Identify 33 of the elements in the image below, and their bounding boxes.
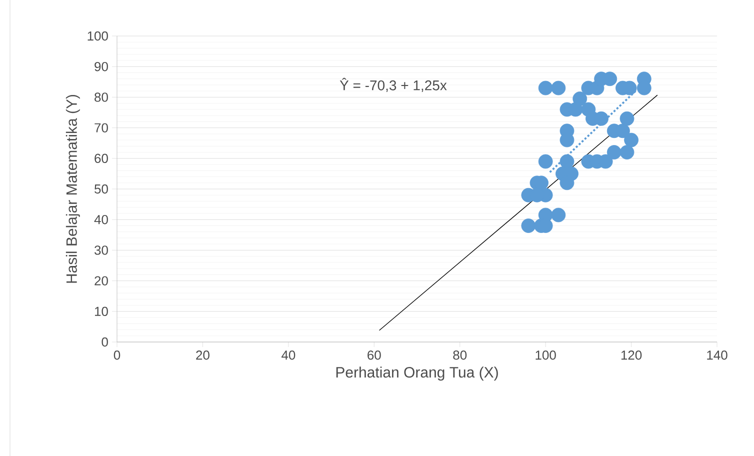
y-tick-label: 60 — [94, 154, 108, 163]
y-tick-label: 20 — [94, 276, 108, 286]
y-tick-label: 40 — [94, 214, 108, 224]
y-tick-label: 80 — [94, 92, 108, 102]
point — [538, 154, 553, 169]
x-tick-label: 140 — [707, 350, 728, 360]
y-tick-label: 70 — [94, 123, 108, 132]
point — [620, 111, 634, 126]
y-tick-label: 0 — [102, 337, 108, 347]
y-tick-label: 10 — [95, 306, 108, 316]
x-tick-label: 20 — [196, 350, 210, 360]
y-tick-label: 50 — [94, 184, 108, 194]
point — [521, 218, 536, 233]
point — [620, 145, 634, 160]
annotation: Ŷ = -70,3 + 1,25x — [340, 78, 447, 92]
y-tick-label: 100 — [88, 31, 108, 41]
point — [551, 80, 566, 96]
x-axis-title: Perhatian Orang Tua (X) — [336, 366, 498, 381]
point — [538, 80, 553, 96]
x-tick-label: 0 — [114, 350, 120, 360]
x-tick-label: 100 — [536, 350, 556, 360]
x-tick-label: 120 — [621, 350, 642, 360]
x-tick-label: 60 — [368, 350, 381, 360]
point — [560, 154, 574, 169]
x-tick-label: 40 — [282, 350, 296, 360]
point — [572, 92, 588, 106]
point — [551, 208, 566, 222]
point — [606, 145, 622, 160]
x-tick-label: 80 — [453, 350, 467, 360]
point — [624, 132, 638, 148]
y-tick-label: 30 — [94, 246, 108, 255]
y-tick-label: 90 — [94, 62, 108, 72]
y-axis-title: Hasil Belajar Matematika (Y) — [66, 94, 80, 283]
